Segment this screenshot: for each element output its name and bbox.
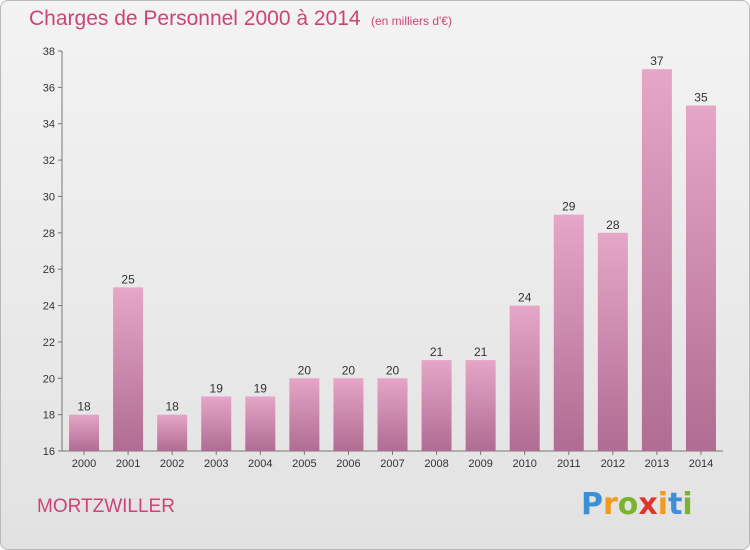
- value-label-2002: 18: [165, 400, 179, 414]
- value-label-2009: 21: [474, 345, 488, 359]
- x-tick-label-2008: 2008: [424, 458, 448, 470]
- bar-2000: [69, 414, 100, 451]
- y-tick-label: 28: [43, 228, 55, 240]
- value-label-2011: 29: [562, 200, 576, 214]
- value-label-2008: 21: [430, 345, 444, 359]
- bar-2009: [465, 360, 496, 451]
- y-tick-label: 36: [43, 82, 55, 94]
- proxiti-logo: Proxiti: [581, 487, 693, 522]
- y-tick-label: 16: [43, 446, 55, 458]
- logo-letter: r: [603, 487, 618, 522]
- y-tick-label: 34: [43, 119, 55, 131]
- y-tick-label: 38: [43, 46, 55, 58]
- value-label-2012: 28: [606, 218, 620, 232]
- logo-letter: P: [581, 487, 603, 522]
- value-label-2000: 18: [77, 400, 91, 414]
- bar-2001: [113, 287, 144, 451]
- chart-subtitle: (en milliers d'€): [371, 14, 452, 28]
- bar-2014: [685, 105, 716, 451]
- x-tick-label-2013: 2013: [645, 458, 669, 470]
- x-tick-label-2000: 2000: [72, 458, 96, 470]
- bar-2004: [245, 396, 276, 451]
- bar-2012: [597, 232, 628, 451]
- x-tick-label-2011: 2011: [557, 458, 581, 470]
- chart-title: Charges de Personnel 2000 à 2014: [29, 7, 361, 30]
- y-tick-label: 24: [43, 301, 55, 313]
- y-tick-label: 20: [43, 373, 55, 385]
- bar-2003: [201, 396, 232, 451]
- logo-letter: o: [617, 487, 639, 522]
- y-tick-label: 32: [43, 155, 55, 167]
- logo-letter: t: [668, 487, 683, 522]
- bar-2008: [421, 360, 452, 451]
- logo-letter: i: [682, 487, 693, 522]
- value-label-2006: 20: [342, 363, 356, 377]
- bar-2013: [641, 69, 672, 451]
- value-label-2001: 25: [121, 272, 135, 286]
- x-tick-label-2002: 2002: [160, 458, 184, 470]
- logo-letter: x: [638, 487, 658, 522]
- bar-2010: [509, 305, 540, 451]
- value-label-2004: 19: [254, 381, 268, 395]
- x-tick-label-2003: 2003: [204, 458, 228, 470]
- commune-name: MORTZWILLER: [37, 496, 175, 517]
- value-label-2014: 35: [694, 91, 708, 105]
- x-tick-label-2006: 2006: [336, 458, 360, 470]
- bar-2011: [553, 214, 584, 451]
- x-tick-label-2009: 2009: [468, 458, 492, 470]
- value-label-2005: 20: [298, 363, 312, 377]
- logo-letter: i: [657, 487, 669, 522]
- x-tick-label-2001: 2001: [116, 458, 140, 470]
- y-tick-label: 30: [43, 191, 55, 203]
- x-tick-label-2012: 2012: [601, 458, 625, 470]
- value-label-2007: 20: [386, 363, 400, 377]
- x-tick-label-2004: 2004: [248, 458, 272, 470]
- value-label-2010: 24: [518, 291, 532, 305]
- value-label-2003: 19: [210, 381, 224, 395]
- y-tick-label: 26: [43, 264, 55, 276]
- value-label-2013: 37: [650, 54, 664, 68]
- x-tick-label-2005: 2005: [292, 458, 316, 470]
- x-tick-label-2007: 2007: [380, 458, 404, 470]
- bar-2006: [333, 378, 364, 451]
- y-tick-label: 18: [43, 410, 55, 422]
- y-tick-label: 22: [43, 337, 55, 349]
- bar-2007: [377, 378, 408, 451]
- x-tick-label-2010: 2010: [512, 458, 536, 470]
- x-tick-label-2014: 2014: [689, 458, 713, 470]
- bar-2005: [289, 378, 320, 451]
- bar-2002: [157, 414, 188, 451]
